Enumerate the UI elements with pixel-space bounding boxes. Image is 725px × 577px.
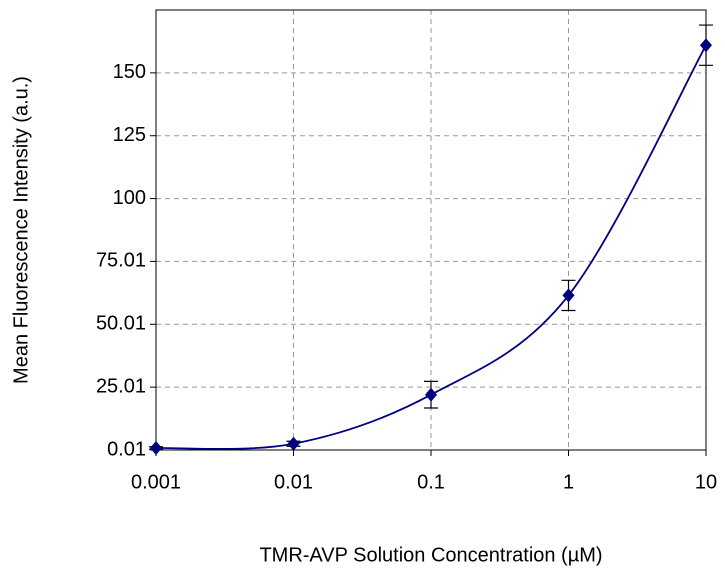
marker (150, 441, 162, 456)
x-tick-label: 0.1 (417, 471, 445, 493)
marker (700, 38, 712, 53)
marker (562, 288, 575, 303)
plot-frame (155, 9, 707, 451)
y-axis-label: Mean Fluorescence Intensity (a.u.) (10, 76, 32, 384)
marker (425, 387, 437, 402)
x-tick-label: 0.001 (131, 471, 181, 493)
y-tick-label: 150 (113, 61, 146, 83)
y-tick-label: 0.01 (107, 438, 146, 460)
line (155, 44, 707, 450)
y-tick-label: 100 (113, 187, 146, 209)
x-tick-label: 10 (695, 471, 717, 493)
y-tick-label: 25.01 (96, 375, 146, 397)
x-tick-label: 1 (563, 471, 574, 493)
y-tick-label: 125 (113, 124, 146, 146)
x-axis-label: TMR-AVP Solution Concentration (µM) (259, 544, 602, 566)
y-tick-label: 50.01 (96, 313, 146, 335)
x-tick-label: 0.01 (274, 471, 313, 493)
y-tick-label: 75.01 (96, 250, 146, 272)
marker (287, 436, 300, 451)
